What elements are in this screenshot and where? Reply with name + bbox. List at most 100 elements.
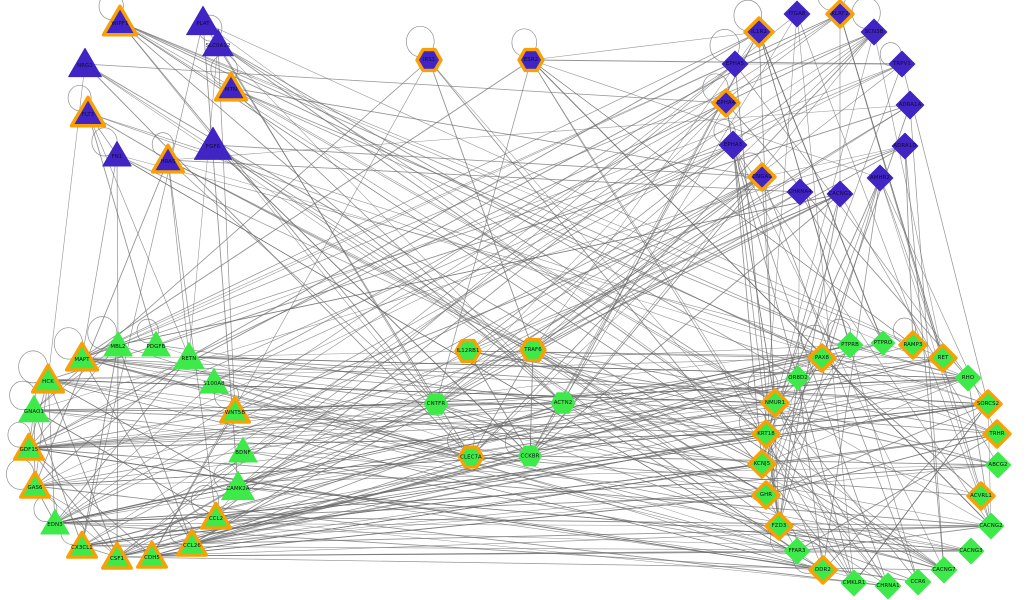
- graph-node-gnao1[interactable]: GNAO1: [15, 391, 53, 429]
- graph-edge: [28, 447, 118, 558]
- node-shape: [721, 50, 749, 78]
- graph-node-wnt5b[interactable]: WNT5B: [217, 393, 253, 429]
- graph-node-cckbr[interactable]: CCKBR: [514, 440, 547, 473]
- graph-node-amhr2[interactable]: AMHR2: [862, 160, 898, 196]
- graph-edge: [761, 145, 906, 178]
- node-shape: [186, 5, 220, 36]
- graph-edge: [188, 31, 875, 358]
- graph-node-klrf2[interactable]: KLRF2: [822, 0, 858, 32]
- graph-node-chrna4[interactable]: CHRNA4: [782, 174, 818, 210]
- graph-node-csf1[interactable]: CSF1: [99, 539, 135, 575]
- node-shape: [751, 419, 781, 449]
- graph-node-traf6[interactable]: TRAF6: [516, 333, 550, 367]
- graph-node-mbl2[interactable]: MBL2: [100, 327, 136, 363]
- graph-edge: [435, 59, 532, 405]
- node-shape: [930, 556, 958, 584]
- node-shape: [984, 451, 1012, 479]
- graph-node-cdh5[interactable]: CDH5: [134, 538, 170, 574]
- graph-edge: [242, 357, 823, 452]
- graph-node-fgf6[interactable]: FGF6: [191, 123, 235, 167]
- node-shape: [173, 341, 205, 370]
- graph-edge: [532, 349, 998, 435]
- graph-edge: [849, 344, 969, 379]
- graph-node-ccl26[interactable]: CCL26: [174, 526, 210, 562]
- graph-node-cntfr[interactable]: CNTFR: [419, 387, 453, 421]
- node-shape: [760, 388, 790, 418]
- graph-edge: [778, 525, 945, 571]
- graph-node-clec7a[interactable]: CLEC7A: [455, 441, 488, 474]
- graph-node-il12rb1[interactable]: IL12RB1: [451, 334, 485, 368]
- graph-edge: [54, 381, 215, 524]
- graph-node-irs1[interactable]: IRS1: [412, 43, 446, 77]
- graph-edge: [81, 357, 823, 547]
- graph-node-epha4[interactable]: EPHA4: [708, 85, 744, 121]
- node-shape: [40, 508, 70, 535]
- node-shape: [457, 445, 485, 469]
- graph-edge: [116, 344, 119, 558]
- graph-edge: [167, 159, 534, 351]
- graph-node-cx3cl1[interactable]: CX3CL1: [64, 528, 100, 564]
- graph-node-pdgfb[interactable]: PDGFB: [138, 327, 174, 363]
- graph-node-mtn[interactable]: MTN: [212, 69, 250, 107]
- graph-edge: [81, 357, 989, 405]
- graph-node-gas6[interactable]: GAS6: [17, 468, 53, 504]
- graph-edge: [213, 102, 727, 383]
- graph-node-fn1[interactable]: FN1: [99, 137, 135, 173]
- graph-node-cmklr1[interactable]: CMKLR1: [836, 565, 872, 600]
- graph-edge: [81, 31, 760, 359]
- graph-edge: [34, 63, 903, 487]
- graph-node-flt3[interactable]: FLT3: [68, 93, 108, 133]
- graph-node-adra1a[interactable]: ADRA1A: [891, 86, 929, 124]
- graph-node-epha5[interactable]: EPHA5: [717, 46, 753, 82]
- graph-node-adra1d[interactable]: ADRA1D: [887, 128, 923, 164]
- graph-edge: [28, 13, 841, 449]
- graph-edge: [47, 379, 118, 558]
- graph-node-nrg1[interactable]: NRG1: [65, 44, 105, 84]
- graph-node-actn2[interactable]: ACTN2: [546, 386, 580, 420]
- graph-node-slc0a12[interactable]: SLC0A12: [199, 25, 237, 63]
- graph-edge: [28, 403, 989, 449]
- node-shape: [747, 162, 777, 192]
- graph-edge: [33, 409, 236, 412]
- graph-edge: [87, 112, 989, 405]
- node-shape: [101, 4, 139, 37]
- graph-edge: [213, 381, 824, 571]
- node-shape: [866, 164, 894, 192]
- graph-node-cnga1[interactable]: CNGA1: [744, 159, 780, 195]
- node-shape: [517, 47, 545, 73]
- graph-edge: [732, 144, 855, 584]
- graph-edge: [237, 377, 969, 488]
- graph-edge: [761, 176, 919, 583]
- graph-edge: [532, 349, 767, 496]
- graph-node-cacng1[interactable]: CACNG1: [822, 176, 858, 212]
- node-shape: [783, 0, 811, 28]
- graph-edge: [765, 433, 889, 587]
- graph-edge: [155, 63, 903, 346]
- graph-edge: [191, 145, 906, 545]
- graph-node-hras[interactable]: HRAS: [149, 141, 187, 179]
- graph-edge: [237, 191, 801, 488]
- graph-edge: [774, 402, 889, 587]
- graph-self-loop: [136, 318, 159, 344]
- graph-edge: [116, 154, 969, 379]
- graph-edge: [758, 31, 884, 344]
- graph-edge: [47, 344, 851, 381]
- graph-node-mapt[interactable]: MAPT: [63, 339, 101, 377]
- graph-node-scn3b[interactable]: SCN3B: [856, 14, 892, 50]
- graph-edge: [765, 377, 969, 435]
- graph-edge: [230, 87, 763, 178]
- graph-node-ccr6[interactable]: CCR6: [900, 564, 936, 600]
- graph-node-wipf1[interactable]: WIPF1: [100, 2, 140, 42]
- graph-edge: [28, 433, 767, 449]
- graph-edge: [116, 176, 763, 558]
- node-shape: [954, 364, 982, 392]
- graph-node-trpv1[interactable]: TRPV1: [884, 46, 920, 82]
- graph-node-gdf15[interactable]: GDF15: [11, 430, 47, 466]
- graph-node-itga8[interactable]: ITGA8: [779, 0, 815, 32]
- graph-edge: [167, 104, 911, 161]
- graph-edge: [435, 102, 727, 405]
- graph-node-bdnf[interactable]: BDNF: [225, 433, 261, 469]
- node-shape: [13, 432, 45, 461]
- graph-node-esr2[interactable]: ESR2: [514, 43, 548, 77]
